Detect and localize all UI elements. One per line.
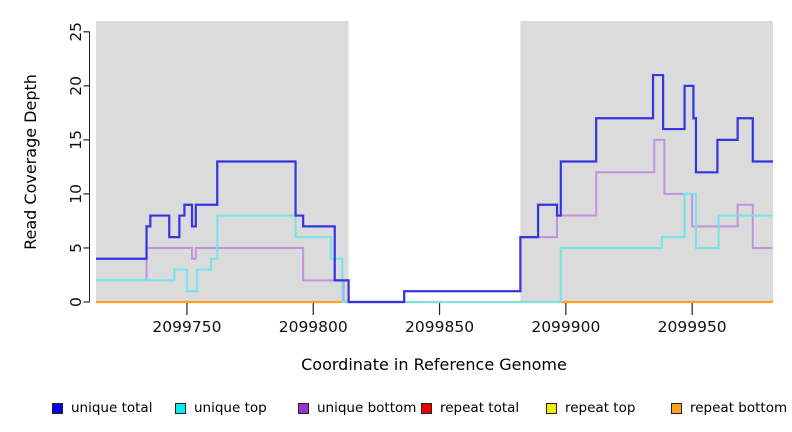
legend-swatch-repeat-bottom — [671, 402, 682, 414]
legend-swatch-repeat-total — [421, 402, 432, 414]
legend-item-unique-bottom: unique bottom — [298, 400, 416, 416]
legend-item-repeat-bottom: repeat bottom — [671, 400, 787, 416]
legend: unique total unique top unique bottom repea… — [0, 400, 792, 422]
shaded-region — [520, 21, 773, 302]
x-axis-title: Coordinate in Reference Genome — [301, 355, 567, 374]
series-unique-total — [96, 73, 773, 304]
legend-item-unique-top: unique top — [175, 400, 267, 416]
legend-swatch-unique-total — [52, 402, 63, 414]
y-tick-label: 0 — [67, 297, 85, 307]
legend-swatch-unique-top — [175, 402, 186, 414]
plot-svg: 0 5 10 15 20 25 2099750 2099800 2099850 2099900 20… — [21, 21, 773, 374]
legend-item-unique-total: unique total — [52, 400, 152, 416]
legend-item-repeat-top: repeat top — [546, 400, 635, 416]
y-tick-label: 10 — [67, 184, 85, 204]
y-tick-label: 25 — [67, 22, 85, 42]
x-tick-label: 2099750 — [152, 318, 221, 336]
y-axis-title: Read Coverage Depth — [21, 74, 40, 250]
legend-label: unique top — [194, 400, 267, 416]
series-unique-top — [96, 192, 773, 303]
legend-label: unique bottom — [317, 400, 417, 416]
y-tick-label: 5 — [67, 243, 85, 253]
x-tick-label: 2099800 — [279, 318, 348, 336]
legend-label: unique total — [71, 400, 153, 416]
legend-swatch-unique-bottom — [298, 402, 309, 414]
y-tick-label: 15 — [67, 130, 85, 150]
legend-item-repeat-total: repeat total — [421, 400, 519, 416]
x-tick-label: 2099900 — [531, 318, 600, 336]
legend-label: repeat total — [440, 400, 520, 416]
legend-swatch-repeat-top — [546, 402, 557, 414]
legend-label: repeat top — [565, 400, 636, 416]
legend-label: repeat bottom — [690, 400, 788, 416]
y-tick-label: 20 — [67, 76, 85, 96]
x-tick-label: 2099950 — [658, 318, 727, 336]
x-tick-label: 2099850 — [405, 318, 474, 336]
